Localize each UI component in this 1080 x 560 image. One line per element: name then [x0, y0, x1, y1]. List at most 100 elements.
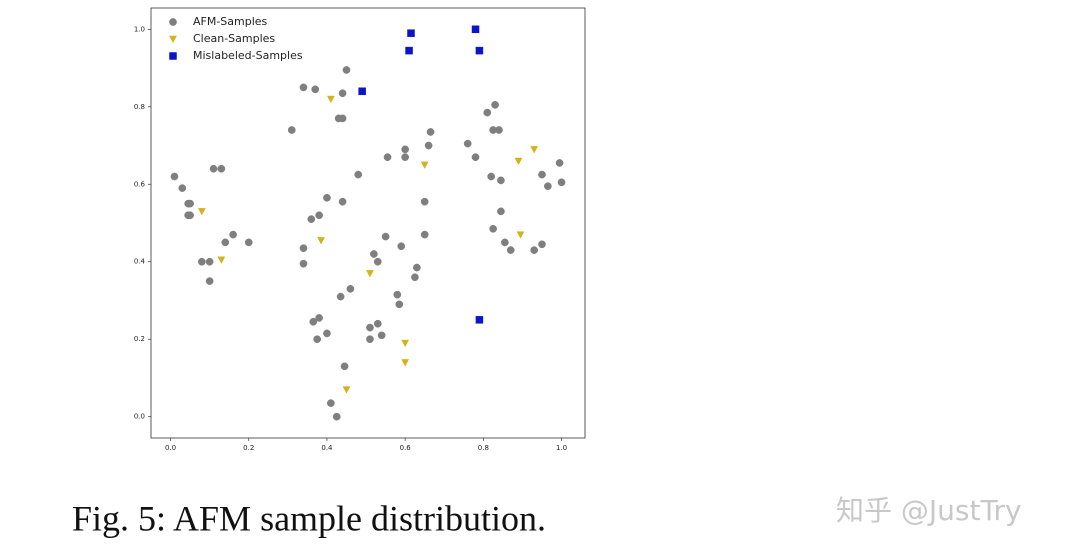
point — [420, 197, 429, 206]
legend-marker — [169, 35, 177, 44]
point — [495, 126, 503, 134]
point — [377, 331, 386, 340]
legend-marker — [169, 52, 177, 60]
watermark: 知乎 @JustTry — [836, 494, 1022, 527]
point — [323, 329, 331, 338]
point — [217, 256, 226, 264]
point — [424, 141, 433, 150]
point — [405, 46, 413, 55]
x-tick-label: 0.8 — [478, 444, 489, 452]
point — [426, 128, 435, 136]
y-tick-label: 0.4 — [134, 258, 146, 266]
point — [197, 208, 206, 216]
point — [186, 199, 194, 208]
point — [366, 323, 374, 332]
point — [397, 242, 406, 251]
y-tick-label: 0.0 — [134, 413, 145, 421]
point — [487, 172, 496, 181]
point — [323, 193, 331, 202]
point — [514, 157, 523, 166]
point — [340, 362, 349, 371]
point — [307, 215, 316, 223]
point — [342, 66, 351, 74]
x-tick-label: 1.0 — [556, 444, 567, 452]
point — [381, 232, 390, 241]
plot-frame — [150, 7, 586, 439]
point — [229, 230, 237, 239]
point — [471, 25, 480, 34]
point — [309, 317, 318, 326]
point — [326, 95, 335, 104]
point — [557, 178, 566, 187]
point — [315, 314, 323, 322]
point — [205, 257, 214, 266]
y-tick-label: 0.8 — [134, 103, 145, 111]
point — [342, 386, 351, 394]
point — [393, 290, 402, 299]
point — [401, 339, 410, 348]
point — [401, 145, 409, 154]
point — [338, 114, 347, 123]
point — [475, 316, 484, 324]
point — [383, 153, 392, 161]
point — [327, 399, 335, 407]
point — [315, 211, 323, 220]
y-tick-label: 0.6 — [134, 180, 146, 188]
point — [338, 197, 347, 206]
x-tick-label: 0.4 — [321, 444, 333, 452]
point — [299, 83, 308, 92]
point — [395, 300, 404, 309]
point — [299, 259, 308, 268]
point — [217, 164, 226, 173]
point — [186, 211, 194, 220]
y-tick-label: 1.0 — [134, 25, 145, 33]
point — [209, 164, 218, 173]
point — [287, 126, 296, 134]
point — [346, 285, 355, 293]
point — [530, 246, 539, 254]
legend-marker — [169, 18, 177, 26]
point — [413, 263, 421, 272]
point — [401, 359, 410, 367]
point — [497, 176, 505, 185]
point — [497, 207, 505, 216]
x-tick-label: 0.0 — [165, 444, 176, 452]
point — [354, 170, 363, 179]
point — [338, 89, 347, 98]
point — [370, 250, 378, 258]
point — [411, 273, 419, 282]
point — [221, 238, 230, 247]
point — [516, 231, 525, 239]
point — [491, 100, 499, 109]
point — [538, 170, 546, 179]
x-tick-label: 0.2 — [243, 444, 254, 452]
point — [170, 172, 179, 181]
point — [530, 146, 539, 154]
point — [373, 319, 382, 328]
point — [313, 335, 322, 344]
point — [366, 270, 374, 278]
point — [311, 85, 320, 94]
point — [475, 46, 484, 55]
caption: Fig. 5: AFM sample distribution. — [72, 498, 546, 538]
point — [197, 257, 206, 266]
legend-label: Clean-Samples — [193, 32, 275, 45]
point — [244, 238, 253, 247]
x-tick-label: 0.6 — [400, 444, 412, 452]
point — [317, 237, 325, 245]
point — [358, 87, 366, 96]
point — [373, 257, 382, 266]
point — [544, 182, 552, 191]
point — [178, 184, 187, 192]
point — [401, 153, 409, 161]
point — [420, 161, 429, 169]
point — [299, 244, 308, 253]
point — [538, 240, 546, 249]
point — [420, 230, 429, 239]
legend-label: AFM-Samples — [193, 15, 268, 28]
point — [332, 412, 341, 421]
point — [407, 29, 415, 37]
point — [366, 335, 374, 344]
